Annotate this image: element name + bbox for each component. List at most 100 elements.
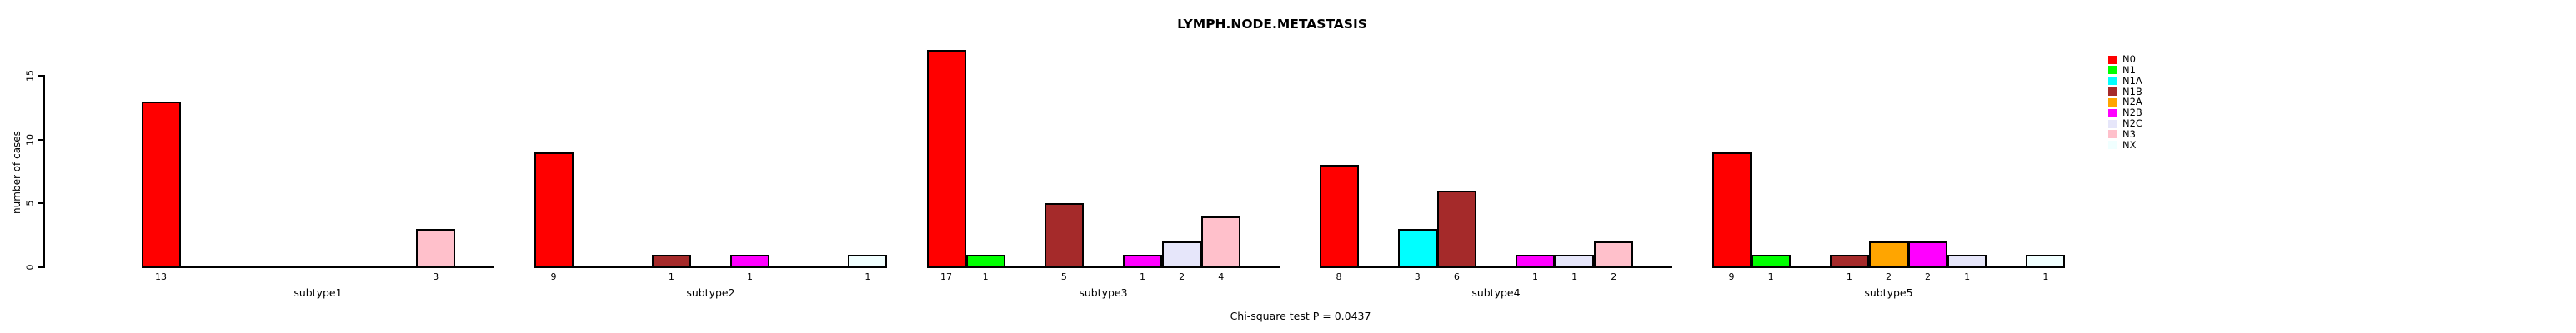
bar-subtype1-N3: [416, 229, 456, 267]
group-label-subtype2: subtype2: [686, 286, 735, 299]
legend-label: N2C: [2122, 117, 2142, 129]
chart-title: LYMPH.NODE.METASTASIS: [1177, 17, 1367, 32]
legend-swatch-N3: [2108, 130, 2117, 139]
bar-subtype5-N2C: [1947, 255, 1987, 267]
legend-item-N3: N3: [2108, 127, 2136, 140]
legend-label: N0: [2122, 53, 2136, 65]
group-label-subtype1: subtype1: [293, 286, 343, 299]
legend-label: N1B: [2122, 85, 2142, 97]
legend-item-N1A: N1A: [2108, 74, 2142, 87]
y-axis-line: [43, 75, 45, 268]
bar-value-label: 9: [550, 271, 557, 282]
bar-subtype5-N1B: [1829, 255, 1869, 267]
legend-swatch-N1B: [2108, 87, 2117, 96]
bar-value-label: 5: [1060, 271, 1067, 282]
bar-subtype5-N2A: [1868, 241, 1908, 267]
bar-subtype3-N1B: [1044, 203, 1084, 267]
bar-subtype4-N2B: [1516, 255, 1556, 267]
bar-subtype3-N0: [926, 50, 966, 267]
bar-value-label: 8: [1336, 271, 1342, 282]
bar-value-label: 1: [982, 271, 989, 282]
bar-value-label: 3: [1414, 271, 1421, 282]
chi-square-annotation: Chi-square test P = 0.0437: [1230, 310, 1371, 322]
bar-subtype2-N2B: [730, 255, 770, 267]
bar-subtype5-NX: [2026, 255, 2066, 267]
bar-subtype4-N3: [1594, 241, 1634, 267]
y-axis-tick: [38, 202, 43, 205]
group-label-subtype5: subtype5: [1864, 286, 1913, 299]
bar-subtype3-N1: [965, 255, 1005, 267]
bar-value-label: 4: [1218, 271, 1225, 282]
y-axis-tick-label: 0: [24, 264, 36, 271]
legend-item-N1: N1: [2108, 63, 2136, 76]
legend-item-N2C: N2C: [2108, 117, 2142, 129]
legend-swatch-N1A: [2108, 77, 2117, 86]
legend-swatch-NX: [2108, 141, 2117, 150]
bar-subtype3-N2C: [1162, 241, 1202, 267]
bar-subtype2-N0: [534, 152, 574, 267]
bar-value-label: 9: [1728, 271, 1735, 282]
group-label-subtype3: subtype3: [1079, 286, 1128, 299]
group-baseline: [534, 266, 888, 268]
y-axis-tick: [38, 138, 43, 141]
bar-value-label: 1: [865, 271, 871, 282]
y-axis-tick: [38, 75, 43, 77]
bar-value-label: 6: [1453, 271, 1460, 282]
legend-label: N1: [2122, 63, 2136, 76]
bar-subtype1-N0: [141, 102, 181, 267]
bar-value-label: 2: [1925, 271, 1932, 282]
y-axis-tick-label: 15: [24, 70, 36, 82]
group-baseline: [1711, 266, 2066, 268]
bar-subtype4-N2C: [1555, 255, 1595, 267]
bar-value-label: 1: [1571, 271, 1578, 282]
bar-value-label: 2: [1179, 271, 1185, 282]
group-label-subtype4: subtype4: [1471, 286, 1521, 299]
bar-subtype4-N0: [1319, 165, 1359, 267]
legend-item-N2B: N2B: [2108, 107, 2142, 119]
bar-subtype5-N2B: [1908, 241, 1948, 267]
legend-label: NX: [2122, 138, 2137, 151]
y-axis-tick-label: 5: [24, 200, 36, 206]
bar-subtype4-N1B: [1436, 191, 1476, 267]
legend-swatch-N1: [2108, 66, 2117, 75]
y-axis-tick: [38, 266, 43, 268]
bar-value-label: 1: [2042, 271, 2049, 282]
bar-subtype2-N1B: [651, 255, 691, 267]
bar-subtype4-N1A: [1397, 229, 1437, 267]
legend-label: N3: [2122, 127, 2136, 140]
legend-item-N2A: N2A: [2108, 97, 2142, 107]
legend-swatch-N2B: [2108, 108, 2117, 117]
bar-value-label: 1: [668, 271, 674, 282]
group-baseline: [141, 266, 495, 268]
bar-value-label: 3: [433, 271, 439, 282]
bar-value-label: 1: [1140, 271, 1146, 282]
bar-subtype3-N3: [1201, 216, 1241, 267]
bar-value-label: 13: [155, 271, 168, 282]
y-axis-label: number of cases: [11, 131, 23, 214]
bar-value-label: 1: [1846, 271, 1852, 282]
legend-item-NX: NX: [2108, 138, 2137, 151]
bar-subtype2-NX: [848, 255, 888, 267]
bar-value-label: 1: [1767, 271, 1774, 282]
bar-value-label: 2: [1885, 271, 1892, 282]
y-axis-tick-label: 10: [24, 133, 36, 146]
legend-swatch-N2C: [2108, 119, 2117, 128]
legend-item-N0: N0: [2108, 53, 2136, 65]
group-baseline: [926, 266, 1280, 268]
bar-value-label: 1: [747, 271, 754, 282]
legend-item-N1B: N1B: [2108, 87, 2142, 97]
group-baseline: [1319, 266, 1673, 268]
bar-subtype5-N0: [1711, 152, 1752, 267]
legend-swatch-N0: [2108, 55, 2117, 64]
legend-swatch-N2A: [2108, 97, 2117, 107]
bar-value-label: 1: [1532, 271, 1539, 282]
bar-subtype3-N2B: [1123, 255, 1163, 267]
bar-value-label: 1: [1964, 271, 1971, 282]
bar-value-label: 17: [940, 271, 953, 282]
bar-value-label: 2: [1611, 271, 1617, 282]
bar-subtype5-N1: [1751, 255, 1791, 267]
legend-label: N2A: [2122, 96, 2142, 108]
legend-label: N1A: [2122, 74, 2142, 87]
legend-label: N2B: [2122, 107, 2142, 119]
